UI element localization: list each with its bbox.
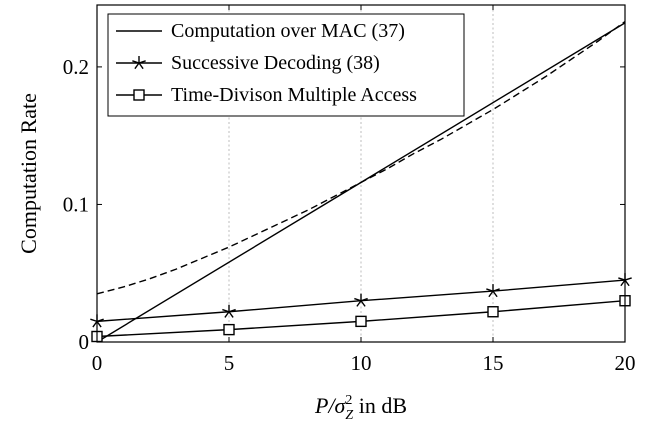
square-marker xyxy=(487,306,499,318)
star-marker-arm xyxy=(624,279,630,287)
star-marker-arm xyxy=(222,308,230,313)
star-marker-arm xyxy=(138,60,146,64)
star-marker-arm xyxy=(356,300,362,307)
star-marker-arm xyxy=(488,290,494,298)
series-dashed-curve xyxy=(96,20,626,295)
x-axis-label-main: P/σ xyxy=(314,393,347,418)
x-tick-label: 5 xyxy=(224,351,235,375)
x-tick-label: 15 xyxy=(483,351,504,375)
legend: Computation over MAC (37) Successive Dec… xyxy=(107,13,465,117)
star-marker-arm xyxy=(92,320,98,328)
star-marker-arm xyxy=(138,62,144,70)
x-tick-label: 10 xyxy=(351,351,372,375)
y-tick-label: 0.1 xyxy=(63,192,89,216)
star-marker-arm xyxy=(354,297,362,302)
legend-entry-tdma: Time-Divison Multiple Access xyxy=(116,84,417,106)
star-marker-arm xyxy=(90,318,98,323)
legend-entry-successive-decoding: Successive Decoding (38) xyxy=(116,52,380,74)
x-axis-label-tail: in dB xyxy=(353,393,407,418)
star-marker-arm xyxy=(228,308,236,313)
x-axis-label: P/σ2 Z in dB xyxy=(314,393,407,423)
x-axis-label-sub: Z xyxy=(345,408,353,423)
y-tick-label: 0 xyxy=(79,330,90,354)
legend-square-marker xyxy=(133,89,145,101)
x-tick-label: 0 xyxy=(92,351,103,375)
legend-entry-computation-mac: Computation over MAC (37) xyxy=(116,20,405,42)
star-marker-arm xyxy=(96,320,102,328)
legend-star-marker xyxy=(132,56,146,70)
star-marker-arm xyxy=(96,318,104,323)
star-marker-arm xyxy=(620,279,626,287)
series-dashed-curve-line xyxy=(96,20,626,295)
star-marker-arm xyxy=(492,288,500,292)
square-marker xyxy=(355,315,367,328)
y-tick-label: 0.2 xyxy=(63,55,89,79)
star-marker-arm xyxy=(360,300,366,307)
x-axis-label-sup: 2 xyxy=(345,393,352,408)
legend-box xyxy=(107,13,465,117)
series-successive-decoding xyxy=(90,273,632,328)
star-marker-arm xyxy=(618,277,626,281)
star-marker-arm xyxy=(486,288,494,292)
star-marker-arm xyxy=(624,277,632,281)
axis-ticks: 0 5 10 15 20 0 0.1 0.2 xyxy=(63,5,636,375)
star-marker-arm xyxy=(134,62,140,70)
star-marker-arm xyxy=(360,297,368,302)
square-marker xyxy=(223,323,235,336)
legend-label-successive-decoding: Successive Decoding (38) xyxy=(171,52,380,74)
x-tick-label: 20 xyxy=(615,351,636,375)
star-marker-arm xyxy=(228,311,234,318)
square-marker xyxy=(133,89,145,101)
y-axis-label: Computation Rate xyxy=(16,93,41,254)
star-marker-arm xyxy=(224,311,230,318)
legend-label-computation-mac: Computation over MAC (37) xyxy=(171,20,405,42)
star-marker-arm xyxy=(132,60,140,64)
legend-label-tdma: Time-Divison Multiple Access xyxy=(171,84,417,106)
star-marker-arm xyxy=(492,290,498,298)
